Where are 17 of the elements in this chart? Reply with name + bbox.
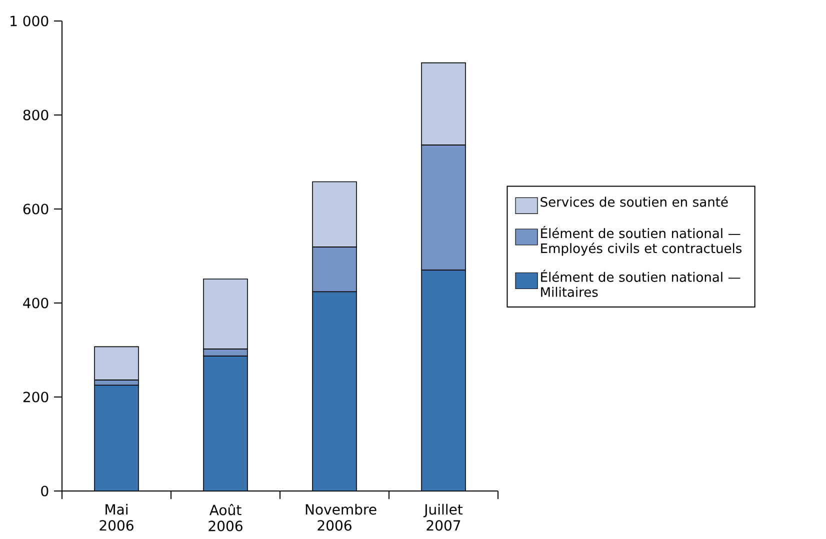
- y-tick-label: 1 000: [10, 16, 48, 26]
- y-tick-label: 400: [23, 298, 48, 308]
- bar: [421, 270, 466, 491]
- bar: [203, 356, 248, 491]
- x-tick-label: Juillet 2007: [423, 504, 463, 531]
- y-tick-label: 0: [41, 486, 48, 496]
- legend-label: Élément de soutien national — Employés civils et contractuels: [541, 226, 742, 256]
- legend-label: Élément de soutien national — Militaires: [541, 270, 740, 297]
- x-tick-label: Août 2006: [208, 504, 242, 532]
- y-tick-label: 800: [23, 110, 48, 120]
- x-tick-label: Mai 2006: [100, 504, 134, 531]
- y-tick-label: 200: [23, 392, 48, 402]
- x-tick-label: Novembre 2006: [306, 504, 376, 531]
- bar: [312, 291, 357, 491]
- bar: [94, 384, 139, 491]
- legend-label: Services de soutien en santé: [540, 196, 728, 207]
- y-tick-label: 600: [23, 204, 48, 214]
